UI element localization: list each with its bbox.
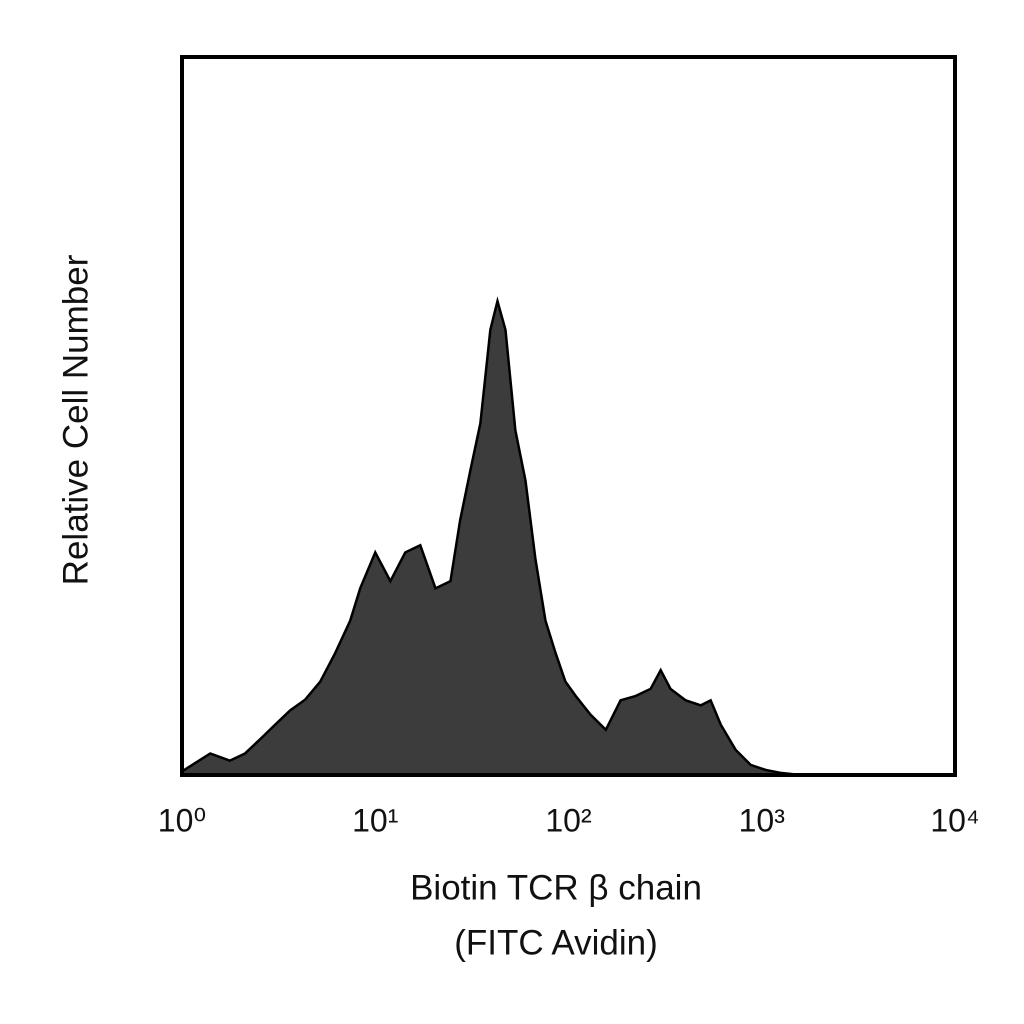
x-tick-label: 10⁰ — [158, 802, 206, 838]
plot-frame — [180, 55, 957, 777]
x-tick-label: 10¹ — [352, 802, 398, 838]
x-tick-label: 10² — [545, 802, 592, 838]
x-axis-label: (FITC Avidin) — [454, 923, 658, 962]
y-axis-label: Relative Cell Number — [56, 254, 95, 585]
x-tick-label: 10³ — [739, 802, 786, 838]
x-axis-label: Biotin TCR β chain — [410, 868, 702, 907]
x-tick-label: 10⁴ — [930, 802, 979, 838]
histogram-area — [180, 296, 955, 777]
